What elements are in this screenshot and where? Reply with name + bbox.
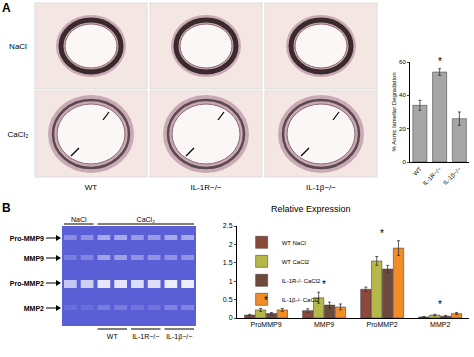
svg-text:40: 40 [399,92,406,98]
svg-text:WT: WT [412,166,423,177]
svg-text:Relative Expression: Relative Expression [271,204,351,214]
svg-text:IL-1β−/−: IL-1β−/− [166,333,192,341]
svg-text:WT CaCl2: WT CaCl2 [282,259,310,265]
svg-text:2.5: 2.5 [223,222,233,229]
svg-text:CaCl₂: CaCl₂ [137,216,156,223]
svg-text:CaCl₂: CaCl₂ [8,130,29,139]
svg-text:0.5: 0.5 [223,296,233,303]
svg-text:ProMMP2: ProMMP2 [367,321,398,328]
svg-text:Pro-MMP9: Pro-MMP9 [10,235,44,242]
svg-text:0: 0 [402,159,406,165]
svg-text:IL-1β−/−: IL-1β−/− [442,165,462,185]
svg-text:1.5: 1.5 [223,259,233,266]
svg-text:NaCl: NaCl [9,42,27,51]
svg-text:*: * [438,299,442,310]
svg-text:2: 2 [229,241,233,248]
svg-text:% Aortic lamellar Degradation: % Aortic lamellar Degradation [391,72,397,151]
svg-text:IL-1R−/−: IL-1R−/− [190,183,221,192]
svg-text:*: * [322,279,326,290]
svg-text:0: 0 [229,314,233,321]
svg-text:IL-1R−/−: IL-1R−/− [132,333,159,340]
svg-text:Pro-MMP2: Pro-MMP2 [10,280,44,287]
svg-text:IL-1R-/- CaCl2: IL-1R-/- CaCl2 [282,278,321,284]
svg-text:IL-1R−/−: IL-1R−/− [422,165,443,186]
svg-text:60: 60 [399,59,406,65]
svg-text:IL-1β−/−: IL-1β−/− [306,183,336,192]
svg-text:20: 20 [399,126,406,132]
svg-text:*: * [264,295,268,306]
svg-text:IL-1β-/- CaCl2: IL-1β-/- CaCl2 [282,297,320,303]
svg-text:MMP2: MMP2 [430,321,450,328]
svg-text:WT: WT [85,183,98,192]
svg-text:MMP9: MMP9 [314,321,334,328]
svg-text:ProMMP9: ProMMP9 [250,321,281,328]
svg-text:NaCl: NaCl [71,216,87,223]
svg-text:*: * [380,228,384,239]
svg-text:B: B [2,201,11,215]
svg-text:A: A [2,1,11,15]
svg-text:WT: WT [107,333,119,340]
svg-text:MMP9: MMP9 [24,255,44,262]
svg-text:1: 1 [229,278,233,285]
svg-text:WT NaCl: WT NaCl [282,240,306,246]
svg-text:MMP2: MMP2 [24,305,44,312]
svg-text:*: * [438,56,442,67]
